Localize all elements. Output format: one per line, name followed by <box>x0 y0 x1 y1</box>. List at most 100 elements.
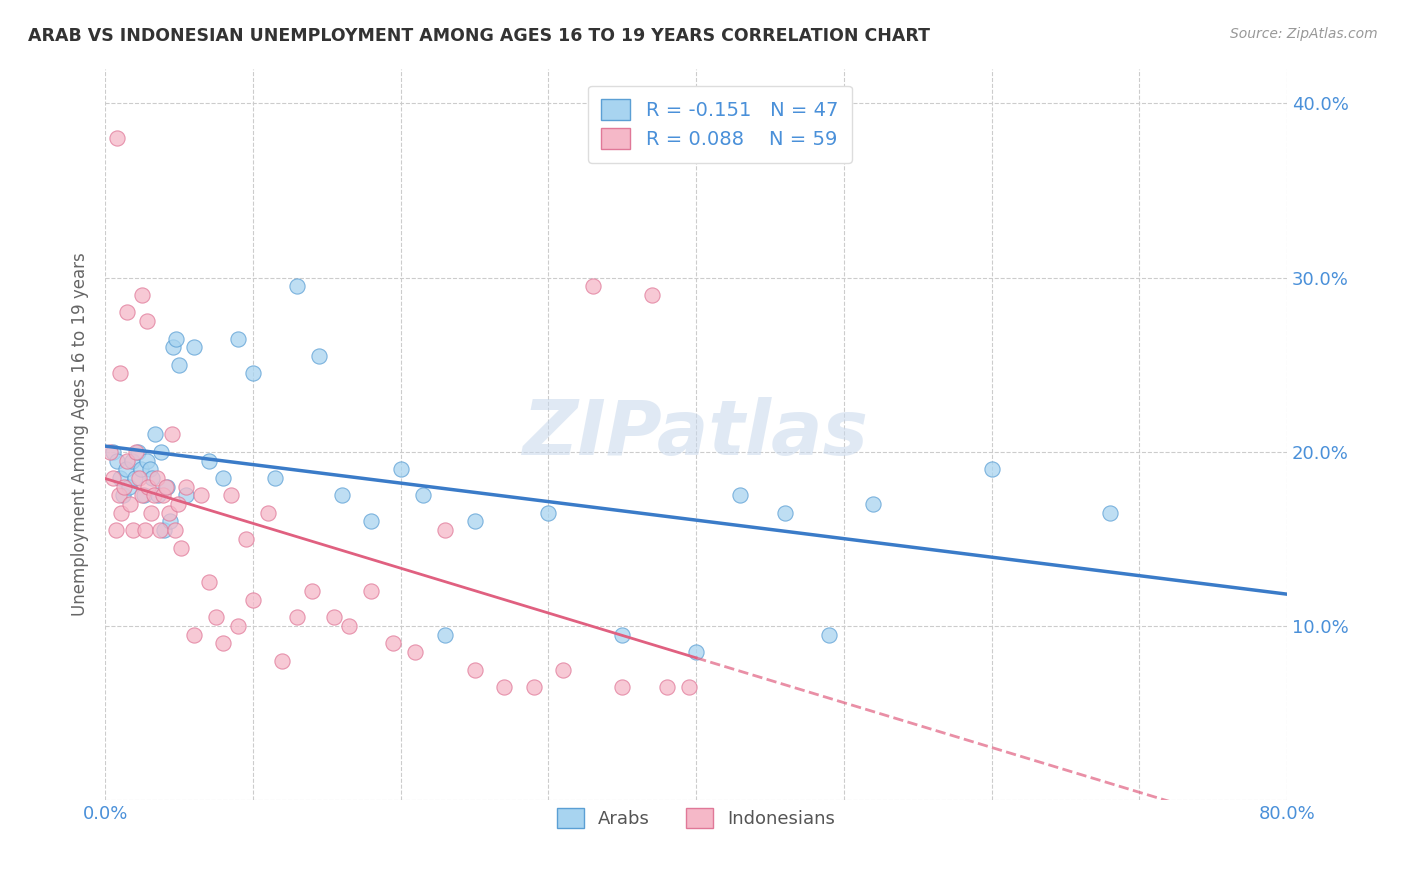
Text: ARAB VS INDONESIAN UNEMPLOYMENT AMONG AGES 16 TO 19 YEARS CORRELATION CHART: ARAB VS INDONESIAN UNEMPLOYMENT AMONG AG… <box>28 27 931 45</box>
Point <box>135 453 157 467</box>
Point <box>118 480 141 494</box>
Point <box>146 471 169 485</box>
Point <box>108 471 131 485</box>
Point <box>149 523 172 537</box>
Point <box>143 488 166 502</box>
Point <box>1098 506 1121 520</box>
Point <box>176 480 198 494</box>
Point <box>120 497 142 511</box>
Point <box>862 497 884 511</box>
Point <box>145 427 167 442</box>
Point <box>271 654 294 668</box>
Text: Source: ZipAtlas.com: Source: ZipAtlas.com <box>1230 27 1378 41</box>
Point <box>129 462 152 476</box>
Point <box>150 444 173 458</box>
Point <box>612 628 634 642</box>
Point <box>464 663 486 677</box>
Point <box>134 523 156 537</box>
Point <box>242 593 264 607</box>
Point <box>537 506 560 520</box>
Point <box>125 444 148 458</box>
Point <box>128 471 150 485</box>
Point <box>152 488 174 502</box>
Point <box>155 480 177 494</box>
Point <box>167 358 190 372</box>
Point <box>323 610 346 624</box>
Point <box>98 444 121 458</box>
Point <box>139 506 162 520</box>
Point <box>135 314 157 328</box>
Point <box>148 488 170 502</box>
Point <box>138 462 160 476</box>
Point <box>464 515 486 529</box>
Point <box>197 575 219 590</box>
Point <box>124 471 146 485</box>
Point <box>412 488 434 502</box>
Point <box>330 488 353 502</box>
Point <box>101 471 124 485</box>
Point <box>197 453 219 467</box>
Text: ZIPatlas: ZIPatlas <box>523 397 869 471</box>
Point <box>256 506 278 520</box>
Point <box>612 680 634 694</box>
Point <box>160 427 183 442</box>
Point <box>308 349 330 363</box>
Point <box>110 506 132 520</box>
Point <box>655 680 678 694</box>
Point <box>117 453 139 467</box>
Point <box>111 488 134 502</box>
Point <box>360 515 382 529</box>
Point <box>641 288 664 302</box>
Point <box>169 541 191 555</box>
Point <box>205 610 228 624</box>
Point <box>105 131 128 145</box>
Point <box>337 619 360 633</box>
Point <box>101 444 124 458</box>
Point <box>242 367 264 381</box>
Point <box>108 367 131 381</box>
Point <box>162 340 184 354</box>
Point <box>166 497 188 511</box>
Point <box>404 645 426 659</box>
Point <box>127 444 149 458</box>
Y-axis label: Unemployment Among Ages 16 to 19 years: Unemployment Among Ages 16 to 19 years <box>72 252 89 616</box>
Point <box>553 663 575 677</box>
Point <box>818 628 841 642</box>
Point <box>132 488 155 502</box>
Point <box>678 680 700 694</box>
Point <box>117 305 139 319</box>
Point <box>156 480 179 494</box>
Point <box>183 628 205 642</box>
Point <box>980 462 1002 476</box>
Point <box>389 462 412 476</box>
Point <box>226 332 249 346</box>
Point <box>494 680 516 694</box>
Point <box>264 471 287 485</box>
Point <box>104 523 127 537</box>
Point <box>434 523 457 537</box>
Point <box>190 488 212 502</box>
Point <box>219 488 242 502</box>
Point <box>163 523 186 537</box>
Point <box>121 453 143 467</box>
Point <box>773 506 796 520</box>
Point <box>131 488 153 502</box>
Point <box>360 584 382 599</box>
Point <box>301 584 323 599</box>
Point <box>285 610 308 624</box>
Point <box>136 480 159 494</box>
Point <box>212 471 235 485</box>
Point <box>141 471 163 485</box>
Point <box>122 523 145 537</box>
Point <box>159 515 181 529</box>
Point <box>285 279 308 293</box>
Point <box>382 636 405 650</box>
Point <box>112 480 135 494</box>
Point <box>183 340 205 354</box>
Point <box>730 488 752 502</box>
Point <box>105 453 128 467</box>
Point <box>107 488 129 502</box>
Point <box>131 288 153 302</box>
Point <box>685 645 707 659</box>
Point <box>157 506 180 520</box>
